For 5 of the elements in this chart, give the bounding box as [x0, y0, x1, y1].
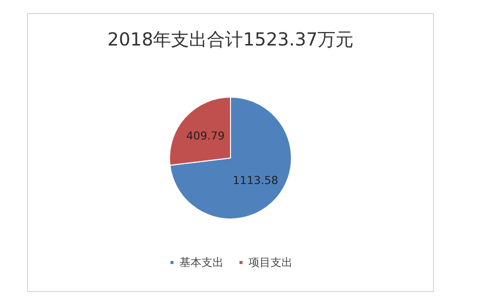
chart-title: 2018年支出合计1523.37万元 [107, 30, 354, 50]
data-label: 1113.58 [232, 174, 278, 187]
legend-label: 项目支出 [248, 256, 292, 269]
legend-label: 基本支出 [180, 256, 224, 269]
data-label: 409.79 [186, 129, 225, 142]
